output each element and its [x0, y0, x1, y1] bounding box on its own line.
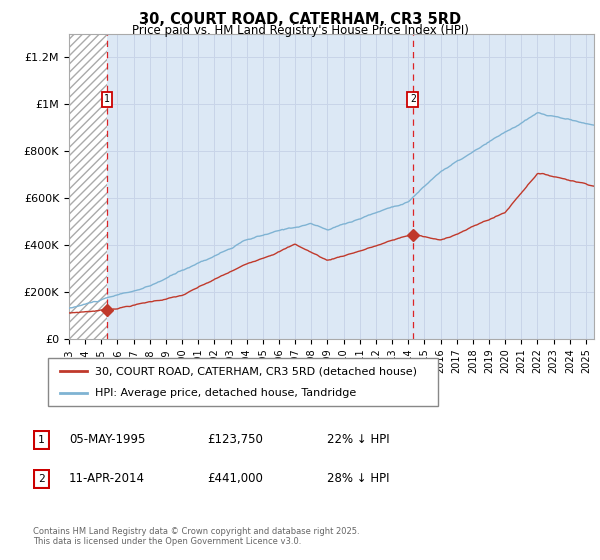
Text: 2: 2	[410, 94, 416, 104]
FancyBboxPatch shape	[34, 470, 49, 488]
Text: 11-APR-2014: 11-APR-2014	[69, 472, 145, 486]
Text: 22% ↓ HPI: 22% ↓ HPI	[327, 433, 389, 446]
Text: 28% ↓ HPI: 28% ↓ HPI	[327, 472, 389, 486]
Text: 30, COURT ROAD, CATERHAM, CR3 5RD: 30, COURT ROAD, CATERHAM, CR3 5RD	[139, 12, 461, 27]
Text: 1: 1	[38, 435, 45, 445]
Text: £123,750: £123,750	[207, 433, 263, 446]
Text: Contains HM Land Registry data © Crown copyright and database right 2025.
This d: Contains HM Land Registry data © Crown c…	[33, 526, 359, 546]
FancyBboxPatch shape	[48, 358, 438, 406]
FancyBboxPatch shape	[34, 431, 49, 449]
Text: 05-MAY-1995: 05-MAY-1995	[69, 433, 145, 446]
Text: £441,000: £441,000	[207, 472, 263, 486]
Text: 1: 1	[104, 94, 110, 104]
Bar	[69, 34, 107, 339]
Text: Price paid vs. HM Land Registry's House Price Index (HPI): Price paid vs. HM Land Registry's House …	[131, 24, 469, 37]
Text: 2: 2	[38, 474, 45, 484]
Text: 30, COURT ROAD, CATERHAM, CR3 5RD (detached house): 30, COURT ROAD, CATERHAM, CR3 5RD (detac…	[95, 366, 417, 376]
Text: HPI: Average price, detached house, Tandridge: HPI: Average price, detached house, Tand…	[95, 388, 356, 398]
